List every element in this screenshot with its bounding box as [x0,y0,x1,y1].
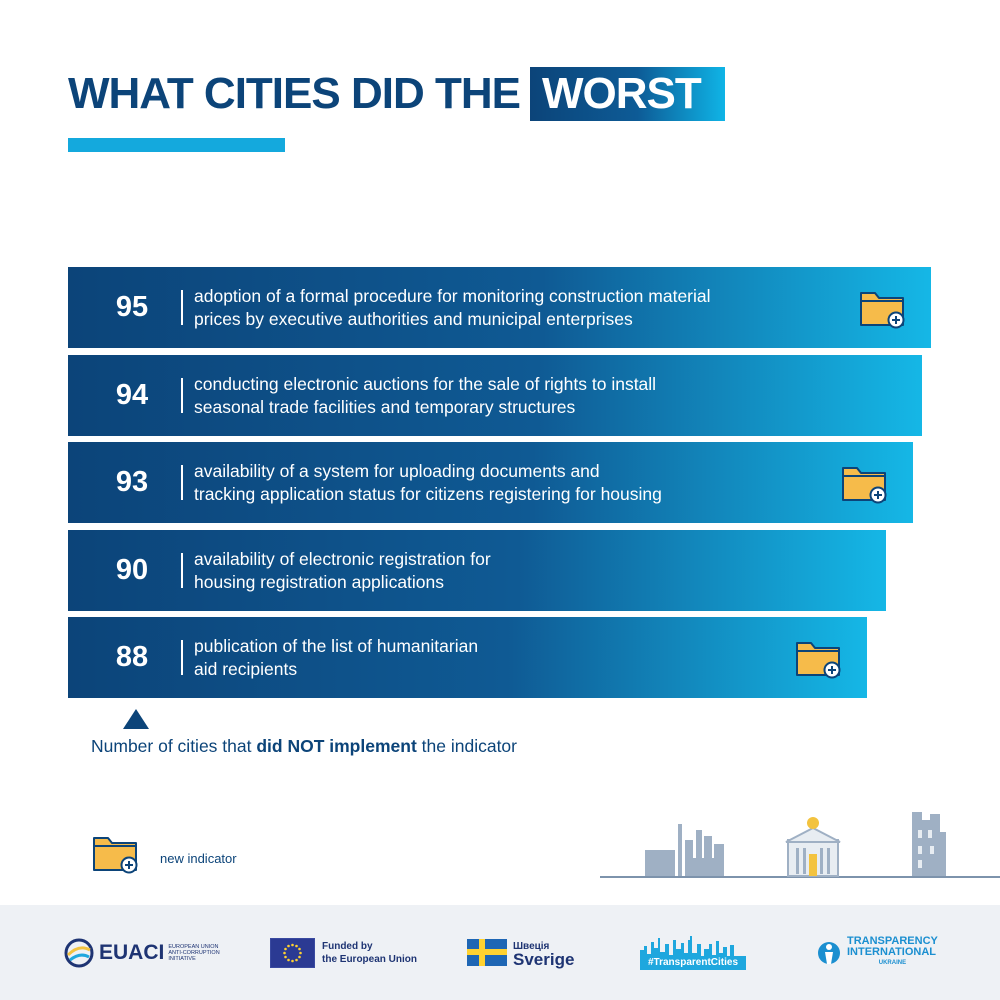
bar-label-line-1: adoption of a formal procedure for monit… [194,285,711,306]
euaci-sub-2: ANTI-CORRUPTION [168,949,220,956]
ti-ukraine-logo: TRANSPARENCY INTERNATIONAL UKRAINE [817,905,938,1000]
city-illustration [600,800,1000,885]
note-text-bold: did NOT implement [256,736,417,756]
bar-separator [181,640,183,675]
bar-label-line-2: seasonal trade facilities and temporary … [194,396,576,417]
title-main: WHAT CITIES DID THE [68,69,521,118]
chart-note: Number of cities that did NOT implement … [91,736,517,757]
eu-logo: Funded by the European Union [270,905,417,1000]
bar-category-label: publication of the list of humanitarian a… [194,617,478,698]
bar-label-line-2: housing registration applications [194,571,445,592]
chart-bar: 95 adoption of a formal procedure for mon… [68,267,931,348]
bar-category-label: availability of electronic registration … [194,530,491,611]
eu-line-2: the European Union [322,953,417,965]
legend-label: new indicator [160,851,237,866]
title-underline [68,138,285,152]
ti-text: TRANSPARENCY INTERNATIONAL UKRAINE [847,936,938,969]
ti-line-3: UKRAINE [878,960,907,966]
sweden-flag-icon [467,939,507,966]
euaci-sub-1: EUROPEAN UNION [168,943,219,950]
euaci-emblem-icon [64,938,94,967]
legend-folder-icon [92,832,140,879]
chart-bar: 88 publication of the list of humanitaria… [68,617,867,698]
pointer-triangle-icon [123,709,149,729]
transparent-cities-label: #TransparentCities [640,955,746,970]
skyline-icon [640,935,734,958]
new-indicator-folder-icon [859,287,907,334]
new-indicator-folder-icon [795,637,843,684]
bar-value-label: 93 [115,466,149,498]
eu-flag-icon [270,937,315,968]
title-highlight: WORST [529,67,725,121]
euaci-name: EUACI [99,940,165,964]
bar-label-line-2: tracking application status for citizens… [194,483,662,504]
bar-separator [181,378,183,413]
eu-line-1: Funded by [322,940,373,952]
bar-label-line-2: aid recipients [194,658,298,679]
bar-label-line-1: availability of electronic registration … [194,548,491,569]
eu-funded-text: Funded by the European Union [322,940,417,966]
chart-bar: 93 availability of a system for uploading… [68,442,913,523]
transparent-cities-logo: #TransparentCities [640,905,746,1000]
bar-category-label: conducting electronic auctions for the s… [194,355,656,436]
chart-bar: 90 availability of electronic registratio… [68,530,886,611]
ti-emblem-icon [818,941,840,964]
note-text-start: Number of cities that [91,736,257,756]
page-title: WHAT CITIES DID THE WORST [68,62,725,126]
bar-label-line-1: publication of the list of humanitarian [194,635,479,656]
bar-value-label: 88 [115,641,149,673]
bar-label-line-1: conducting electronic auctions for the s… [194,373,657,394]
bar-label-line-1: availability of a system for uploading d… [194,460,600,481]
sweden-text: Швеція Sverige [513,938,575,969]
bar-value-label: 95 [115,291,149,323]
bar-separator [181,553,183,588]
euaci-subtitle: EUROPEAN UNION ANTI-CORRUPTION INITIATIV… [168,944,226,962]
ti-line-2: INTERNATIONAL [847,946,937,958]
euaci-sub-3: INITIATIVE [168,955,196,962]
new-indicator-folder-icon [841,462,889,509]
chart-bar: 94 conducting electronic auctions for the… [68,355,922,436]
bar-label-line-2: prices by executive authorities and muni… [194,308,633,329]
ti-line-1: TRANSPARENCY [847,935,938,947]
euaci-logo: EUACI EUROPEAN UNION ANTI-CORRUPTION INI… [64,905,226,1000]
bar-value-label: 94 [115,379,149,411]
bar-separator [181,465,183,500]
bar-category-label: adoption of a formal procedure for monit… [194,267,711,348]
note-text-end: the indicator [416,736,517,756]
bar-value-label: 90 [115,554,149,586]
sweden-logo: Швеція Sverige [467,905,574,1000]
sweden-big-text: Sverige [513,950,575,969]
footer: EUACI EUROPEAN UNION ANTI-CORRUPTION INI… [0,905,1000,1000]
sweden-small-text: Швеція [513,941,550,952]
bar-category-label: availability of a system for uploading d… [194,442,662,523]
bar-separator [181,290,183,325]
